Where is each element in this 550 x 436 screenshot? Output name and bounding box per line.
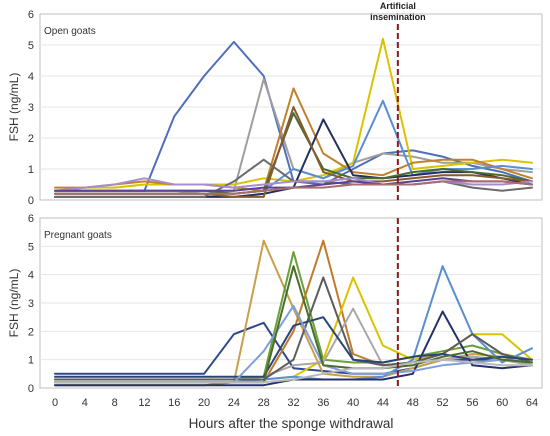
artificial-insemination-annotation: Artificial insemination [370,1,426,388]
y-axis-label: FSH (ng/mL) [7,73,21,142]
y-tick-label: 1 [28,355,34,367]
panel-title: Open goats [44,26,96,37]
y-tick-label: 6 [28,213,34,225]
y-tick-label: 4 [28,71,34,83]
x-tick-label: 44 [377,397,389,409]
y-tick-label: 5 [28,40,34,52]
series-line-2 [54,78,533,195]
x-tick-label: 4 [82,397,88,409]
x-tick-label: 56 [466,397,478,409]
x-tick-labels: 0 4 8 12 16 20 24 28 32 36 40 44 48 52 56 60 64 [52,397,538,409]
series-lines [54,239,533,387]
y-tick-label: 1 [28,164,34,176]
y-tick-label: 3 [28,298,34,310]
x-tick-label: 16 [168,397,180,409]
y-tick-label: 2 [28,133,34,145]
panel-title: Pregnant goats [44,230,112,241]
y-tick-label: 3 [28,102,34,114]
y-gridlines [40,44,542,170]
y-tick-label: 6 [28,9,34,21]
x-tick-label: 60 [496,397,508,409]
y-tick-label: 2 [28,326,34,338]
x-tick-label: 32 [287,397,299,409]
x-tick-label: 12 [138,397,150,409]
y-tick-label: 5 [28,241,34,253]
y-tick-label: 0 [28,195,34,207]
x-tick-label: 24 [228,397,240,409]
annotation-line1: Artificial [380,1,416,11]
x-tick-label: 36 [317,397,329,409]
y-tick-label: 4 [28,270,34,282]
x-tick-label: 40 [347,397,359,409]
x-axis-label: Hours after the sponge withdrawal [189,416,394,431]
y-tick-labels: 0 1 2 3 4 5 6 [28,213,34,395]
x-tick-label: 8 [112,397,118,409]
y-tick-label: 0 [28,383,34,395]
series-line-12 [54,180,533,195]
x-tick-label: 20 [198,397,210,409]
x-tick-label: 52 [436,397,448,409]
x-tick-label: 64 [526,397,538,409]
series-lines [54,37,533,198]
x-tick-label: 0 [52,397,58,409]
series-line-9 [54,276,533,381]
panel-pregnant-goats: 0 1 2 3 4 5 6 Pregnant goats FSH (ng/mL) [7,213,543,395]
y-tick-labels: 0 1 2 3 4 5 6 [28,9,34,207]
series-line-13 [54,358,533,384]
x-tick-label: 48 [407,397,419,409]
x-tick-label: 28 [258,397,270,409]
annotation-line2: insemination [370,12,426,22]
series-line-4 [54,87,533,192]
y-axis-label: FSH (ng/mL) [7,269,21,338]
series-line-10 [54,177,533,192]
panel-open-goats: 0 1 2 3 4 5 6 Open goats FSH (ng/mL) [7,9,543,207]
